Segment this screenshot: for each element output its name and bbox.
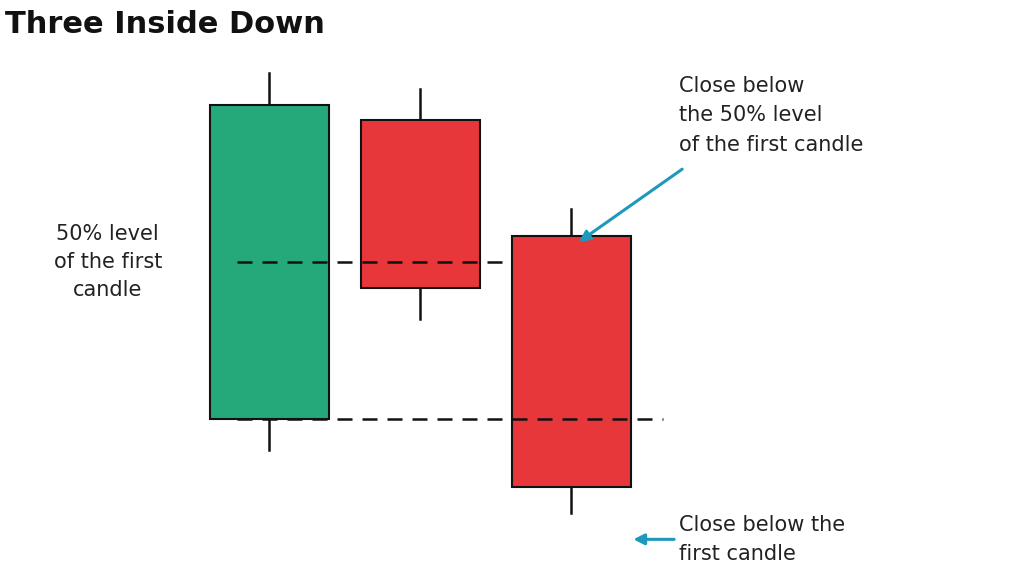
- Text: 50% level
of the first
candle: 50% level of the first candle: [53, 224, 162, 300]
- Text: Three Inside Down: Three Inside Down: [5, 10, 326, 40]
- Bar: [512, 236, 631, 487]
- Text: Close below
the 50% level
of the first candle: Close below the 50% level of the first c…: [679, 75, 863, 155]
- Bar: [210, 105, 329, 419]
- Bar: [361, 120, 479, 288]
- Text: Close below the
first candle: Close below the first candle: [679, 514, 845, 564]
